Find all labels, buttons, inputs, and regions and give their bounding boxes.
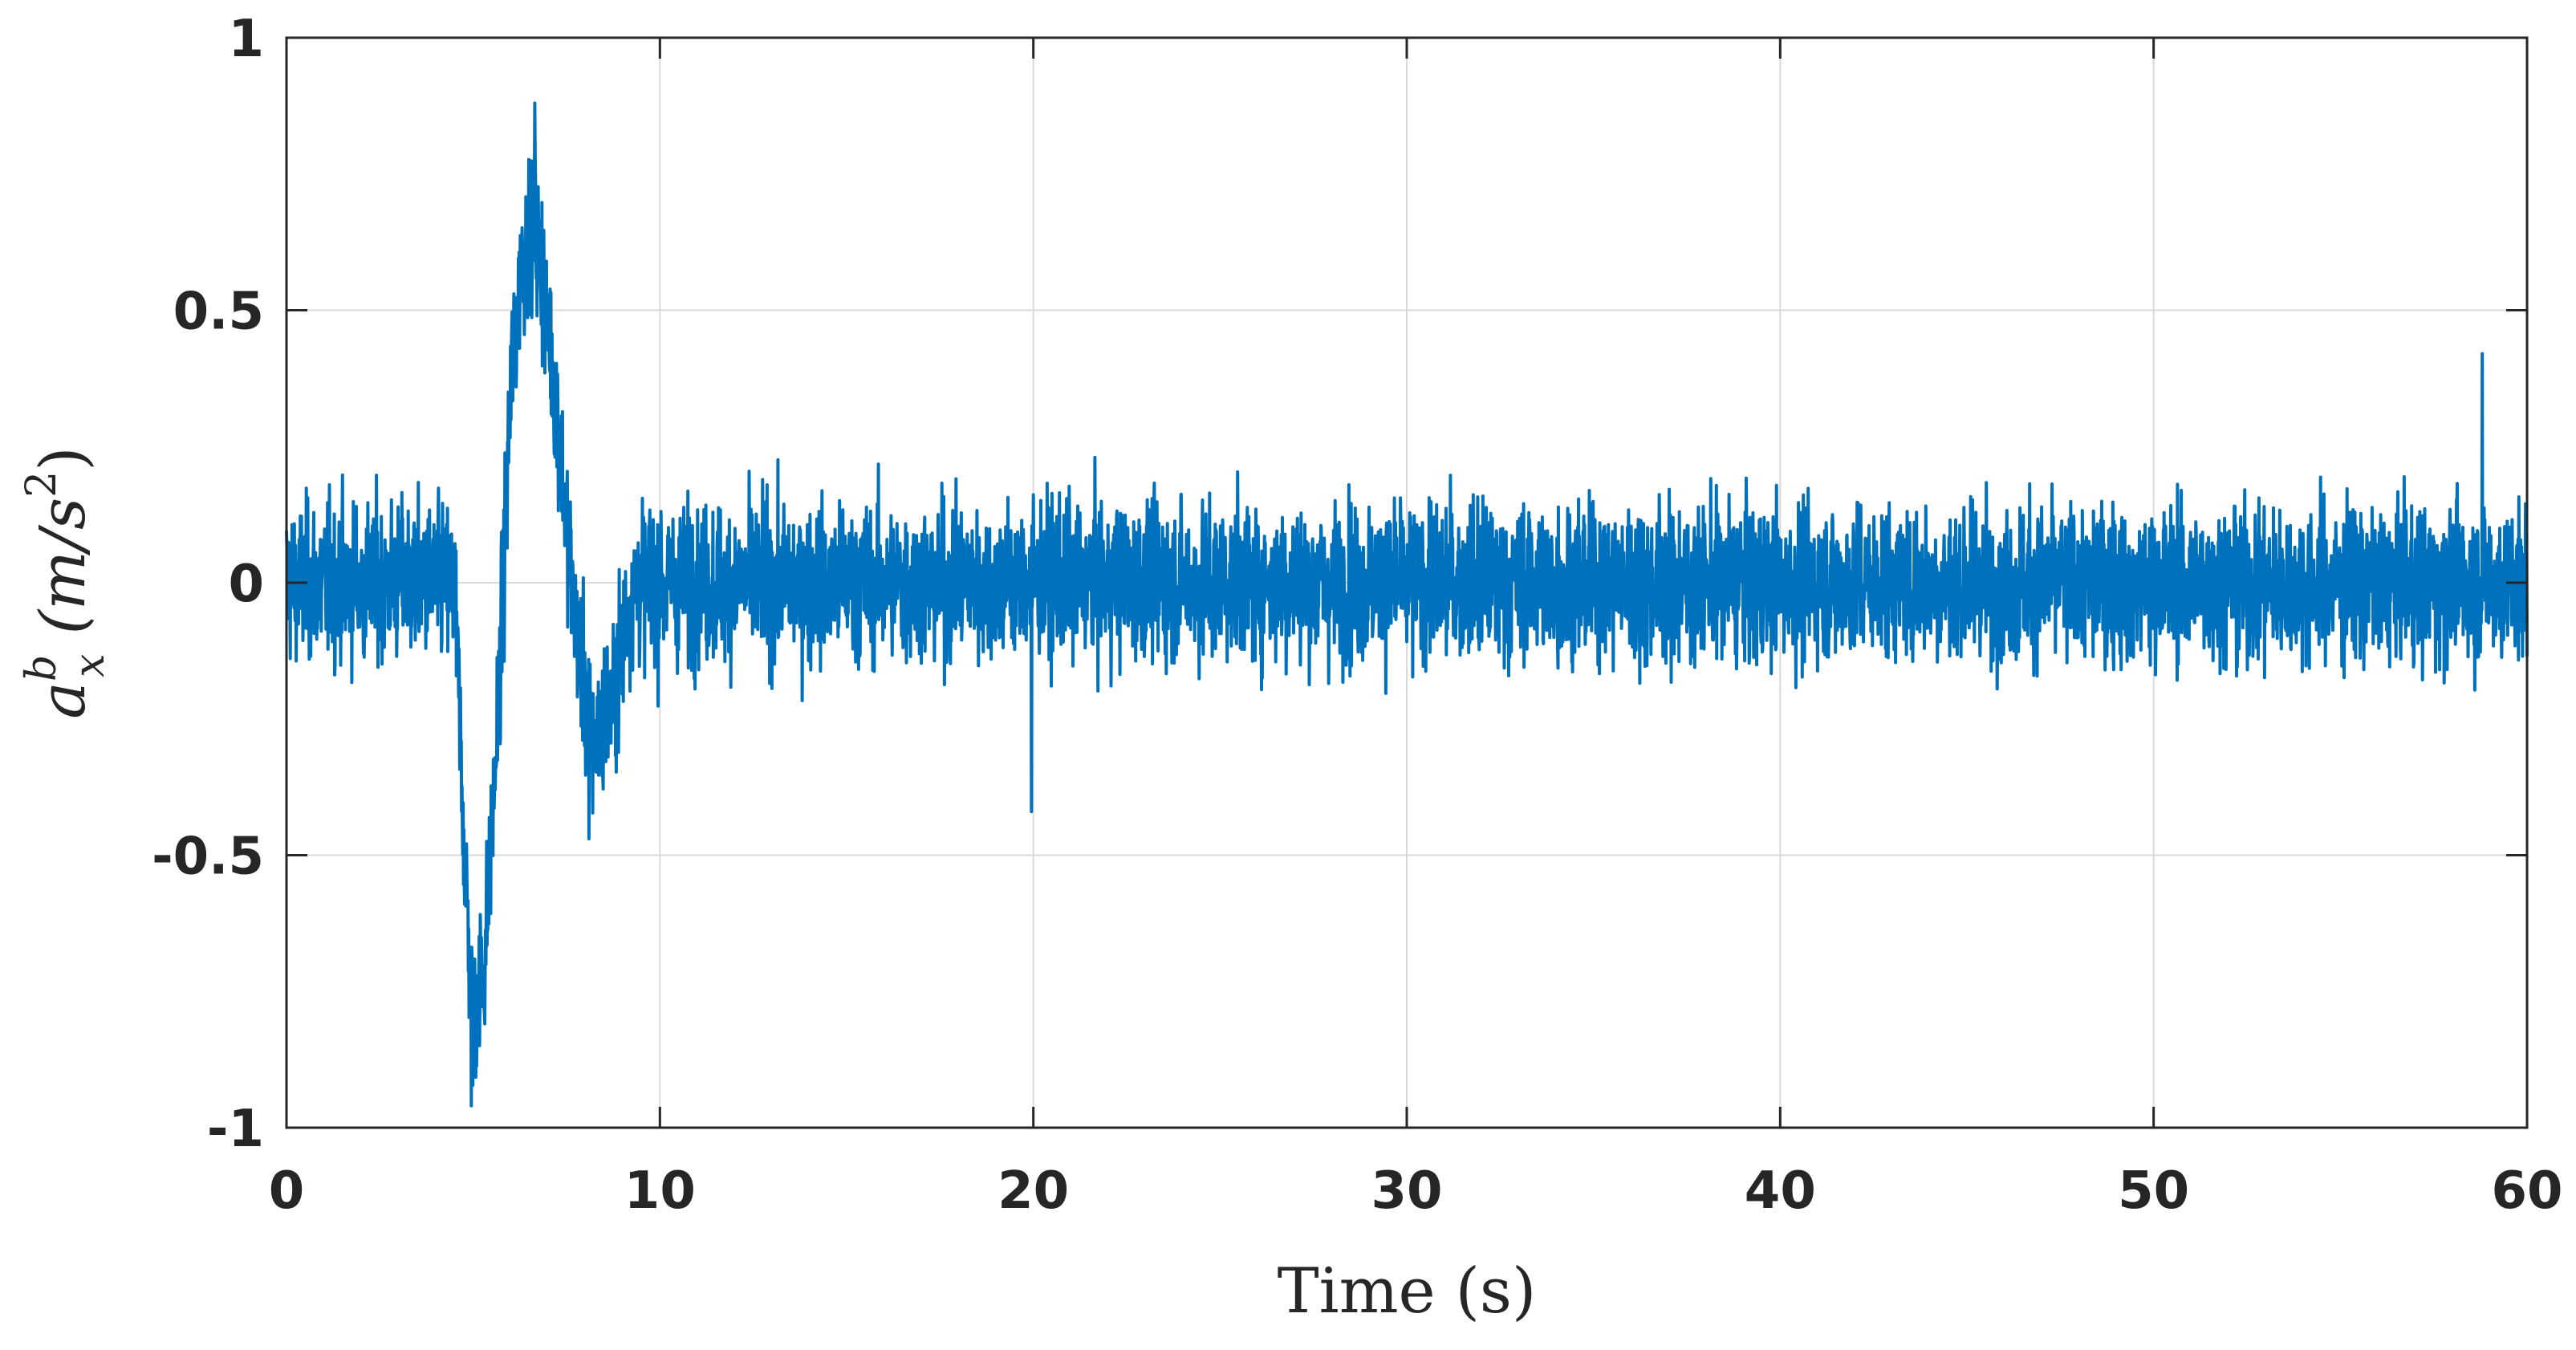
x-tick-label: 40 — [1745, 1161, 1816, 1221]
y-axis-symbol: a — [27, 681, 100, 719]
series-area — [285, 101, 2529, 1108]
x-tick-label: 0 — [269, 1161, 305, 1221]
y-axis-subscript: x — [66, 654, 114, 677]
x-axis-title: Time (s) — [1278, 1255, 1537, 1328]
y-axis-title: abx (m/s2) — [18, 446, 114, 718]
x-tick-labels: 0 10 20 30 40 50 60 — [269, 1161, 2563, 1221]
y-tick-label: 0.5 — [173, 283, 264, 342]
y-tick-labels: -1 -0.5 0 0.5 1 — [152, 10, 264, 1159]
x-tick-label: 20 — [997, 1161, 1069, 1221]
y-axis-superscript: b — [18, 655, 66, 681]
y-tick-label: 0 — [228, 555, 264, 614]
series-line — [285, 101, 2529, 1108]
x-tick-label: 50 — [2118, 1161, 2189, 1221]
x-tick-label: 30 — [1371, 1161, 1442, 1221]
y-tick-label: -0.5 — [152, 827, 264, 887]
ticks — [285, 36, 2529, 1129]
y-axis-unit-power: 2 — [18, 471, 66, 498]
y-tick-label: 1 — [228, 10, 264, 69]
y-axis-unit: (m/s — [27, 498, 100, 635]
x-tick-label: 10 — [624, 1161, 696, 1221]
x-tick-label: 60 — [2491, 1161, 2562, 1221]
y-tick-label: -1 — [207, 1100, 264, 1159]
y-axis-unit-close: ) — [27, 446, 100, 470]
